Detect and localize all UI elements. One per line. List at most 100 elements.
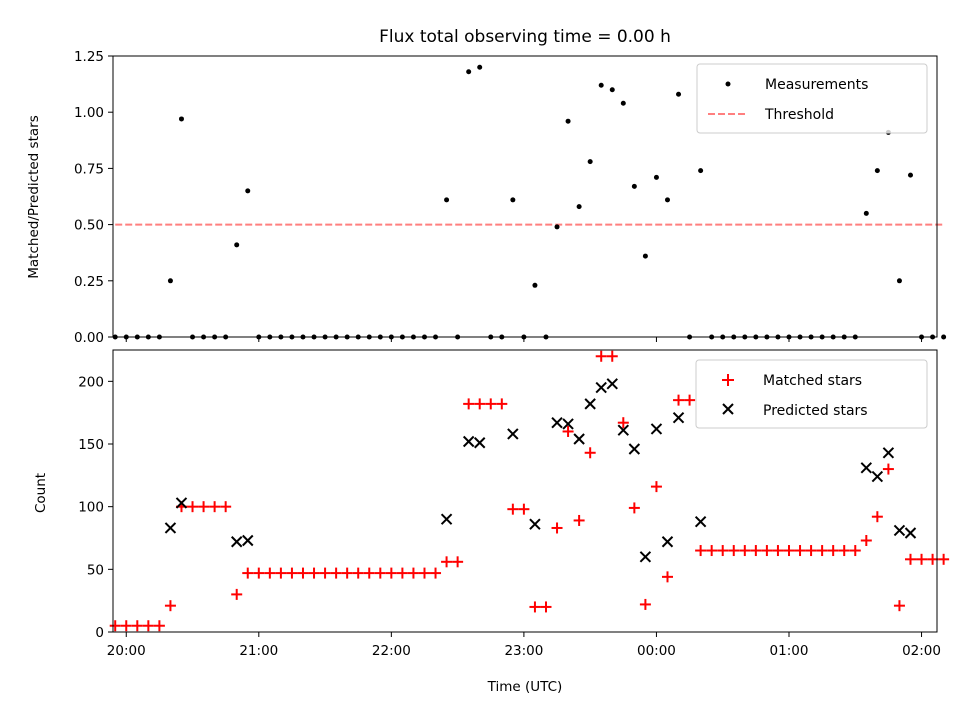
bottom-y-axis-label: Count: [33, 473, 49, 513]
matched-star-point: [551, 522, 563, 534]
measurement-point: [444, 197, 450, 203]
matched-star-point: [783, 545, 795, 557]
matched-star-point: [418, 567, 430, 579]
matched-star-point: [319, 567, 331, 579]
measurement-point: [466, 69, 472, 75]
matched-star-point: [673, 394, 685, 406]
measurement-point: [941, 334, 947, 340]
top-y-tick-label: 1.00: [74, 105, 104, 121]
matched-star-point: [187, 501, 199, 513]
predicted-star-point: [904, 527, 917, 539]
predicted-star-point: [694, 515, 707, 528]
predicted-star-point: [893, 524, 906, 537]
legend-matched-marker: [722, 374, 734, 386]
matched-star-point: [706, 545, 718, 557]
predicted-star-point: [242, 534, 254, 547]
bottom-x-tick-label: 23:00: [504, 643, 543, 659]
matched-star-point: [164, 600, 176, 612]
matched-star-point: [849, 545, 861, 557]
top-panel: Flux total observing time = 0.00 h Match…: [26, 27, 947, 346]
matched-star-point: [816, 545, 828, 557]
matched-star-point: [507, 503, 519, 515]
predicted-star-point: [672, 411, 685, 424]
predicted-star-point: [639, 551, 652, 563]
measurement-point: [609, 87, 615, 93]
matched-star-point: [474, 398, 486, 410]
matched-star-point: [661, 571, 673, 583]
predicted-star-point: [650, 423, 663, 435]
predicted-star-point: [606, 378, 618, 390]
legend-measurements-marker: [725, 81, 731, 87]
bottom-y-tick-label: 100: [78, 500, 104, 516]
predicted-star-point: [573, 433, 585, 445]
measurement-point: [907, 172, 913, 178]
predicted-star-point: [551, 416, 563, 429]
matched-star-point: [893, 600, 905, 612]
top-y-tick-label: 0.75: [74, 161, 104, 177]
legend-predicted-marker: [722, 403, 734, 415]
measurement-point: [676, 91, 682, 97]
top-y-tick-label: 0.00: [74, 330, 104, 346]
matched-star-point: [695, 545, 707, 557]
bottom-y-tick-label: 0: [95, 625, 104, 641]
measurement-point: [664, 197, 670, 203]
predicted-star-point: [164, 522, 177, 534]
measurement-point: [245, 188, 251, 194]
measurement-point: [565, 118, 571, 124]
matched-star-point: [739, 545, 751, 557]
measurement-point: [554, 224, 560, 230]
bottom-x-tick-label: 01:00: [770, 643, 809, 659]
measurement-point: [576, 204, 582, 210]
top-legend-box: [696, 63, 928, 134]
matched-star-point: [938, 553, 950, 565]
matched-star-point: [220, 501, 232, 513]
matched-star-point: [109, 620, 121, 632]
matched-star-point: [153, 620, 165, 632]
matched-star-point: [198, 501, 210, 513]
matched-star-point: [584, 447, 596, 459]
matched-star-point: [142, 620, 154, 632]
predicted-star-point: [562, 418, 574, 430]
top-axes-frame: [112, 55, 938, 338]
bottom-y-tick-label: 50: [87, 562, 104, 578]
top-y-tick-label: 0.25: [74, 274, 104, 290]
measurement-point: [477, 64, 483, 70]
measurement-point: [698, 168, 704, 174]
matched-star-point: [430, 567, 442, 579]
matched-star-point: [529, 601, 541, 613]
predicted-star-point: [860, 462, 873, 474]
measurement-point: [510, 197, 516, 203]
predicted-star-point: [661, 536, 674, 548]
legend-predicted-label: Predicted stars: [763, 403, 868, 419]
matched-star-point: [120, 620, 132, 632]
measurement-point: [620, 100, 626, 106]
matched-star-point: [728, 545, 740, 557]
matched-star-point: [209, 501, 221, 513]
bottom-x-tick-label: 22:00: [372, 643, 411, 659]
bottom-x-tick-label: 02:00: [902, 643, 941, 659]
x-axis-label: Time (UTC): [487, 679, 563, 695]
top-legend: Measurements Threshold: [696, 63, 928, 134]
predicted-star-point: [584, 398, 596, 410]
matched-star-point: [242, 567, 254, 579]
bottom-legend: Matched stars Predicted stars: [695, 359, 928, 429]
top-y-axis-label: Matched/Predicted stars: [26, 115, 42, 278]
matched-star-point: [871, 511, 883, 523]
bottom-x-tick-label: 21:00: [239, 643, 278, 659]
predicted-star-point: [628, 443, 641, 455]
matched-star-point: [231, 588, 243, 600]
matched-star-point: [275, 567, 287, 579]
matched-star-point: [518, 503, 530, 515]
matched-star-point: [485, 398, 497, 410]
matched-star-point: [761, 545, 773, 557]
matched-star-point: [396, 567, 408, 579]
matched-star-point: [617, 417, 629, 429]
bottom-panel: Count Time (UTC) 0 50 100 150 200 20:00 21:00 2…: [33, 349, 950, 695]
measurement-point: [874, 168, 880, 174]
matched-star-point: [253, 567, 265, 579]
matched-star-point: [916, 553, 928, 565]
bottom-axes-frame: [112, 349, 938, 633]
top-plot-area: 0.00 0.25 0.50 0.75 1.00 1.25: [74, 49, 947, 346]
bottom-x-tick-label: 20:00: [107, 643, 146, 659]
bottom-y-tick-label: 200: [78, 374, 104, 390]
